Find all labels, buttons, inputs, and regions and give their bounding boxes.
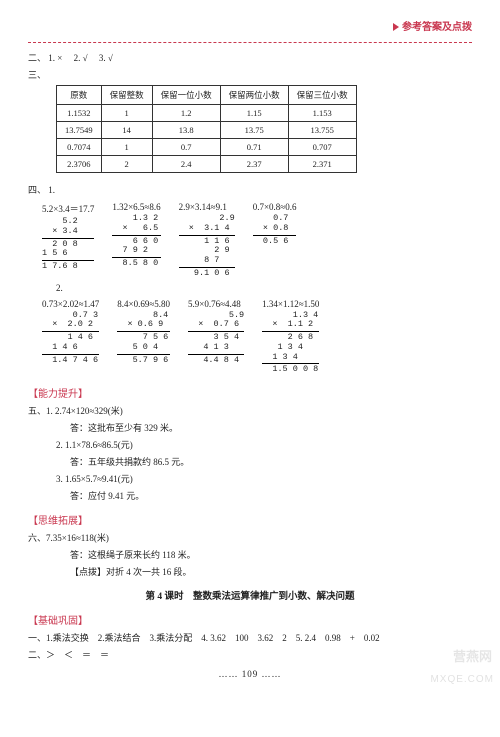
mult-label: 8.4×0.69≈5.80 [117, 299, 170, 309]
mult-row-2: 0.73×2.02≈1.47 0.7 3 × 2.0 2 1 4 6 1 4 6… [42, 299, 472, 376]
ability-line: 2. 1.1×78.6≈86.5(元) [56, 438, 472, 451]
mult-block: 5.9 × 0.7 6 3 5 4 4 1 3 4.4 8 4 [188, 311, 244, 366]
header-title-text: 参考答案及点拨 [402, 22, 472, 33]
sec3-prefix: 三、 [28, 70, 46, 80]
mult-block: 1.3 2 × 6.5 6 6 0 7 9 2 8.5 8 0 [112, 214, 160, 269]
think-line: 答：这根绳子原来长约 118 米。 [70, 548, 472, 561]
sec2-item: 1. × [48, 53, 62, 63]
watermark: MXQE.COM [430, 674, 494, 685]
mult-block: 8.4 × 0.6 9 7 5 6 5 0 4 5.7 9 6 [117, 311, 170, 366]
th: 保留三位小数 [288, 86, 356, 105]
section-2: 二、 1. × 2. √ 3. √ [28, 51, 472, 64]
ability-tag: 【能力提升】 [28, 385, 472, 400]
mult-block: 0.7 3 × 2.0 2 1 4 6 1 4 6 1.4 7 4 6 [42, 311, 99, 366]
mult-label: 5.9×0.76≈4.48 [188, 299, 244, 309]
ability-line: 答：这批布至少有 329 米。 [70, 421, 472, 434]
mult-block: 5.2 × 3.4 2 0 81 5 61 7.6 8 [42, 217, 94, 272]
think-line: 【点拨】对折 4 次一共 16 段。 [70, 565, 472, 578]
table-row: 1.153211.21.151.153 [57, 105, 357, 122]
section-4: 四、 1. [28, 183, 472, 196]
mult-label: 2.9×3.14≈9.1 [179, 202, 235, 212]
ability-line: 答：应付 9.41 元。 [70, 489, 472, 502]
mult-row-1: 5.2×3.4＝17.7 5.2 × 3.4 2 0 81 5 61 7.6 8… [42, 202, 472, 279]
sec4-part2-label: 2. [56, 283, 63, 293]
base-line: 一、1.乘法交换 2.乘法结合 3.乘法分配 4. 3.62 100 3.62 … [28, 631, 472, 644]
divider [28, 42, 472, 43]
th: 保留两位小数 [220, 86, 288, 105]
base-tag: 【基础巩固】 [28, 612, 472, 627]
section-3-prefix: 三、 [28, 68, 472, 81]
sec4-part2: 2. [56, 283, 472, 293]
lesson-title: 第 4 课时 整数乘法运算律推广到小数、解决问题 [28, 588, 472, 602]
sec2-item: 3. √ [99, 53, 113, 63]
watermark: 营燕网 [453, 646, 492, 665]
think-line: 六、7.35×16≈118(米) [28, 531, 472, 544]
mult-block: 2.9 × 3.1 4 1 1 6 2 9 8 7 9.1 0 6 [179, 214, 235, 279]
th: 原数 [57, 86, 102, 105]
table-row: 2.370622.42.372.371 [57, 156, 357, 173]
th: 保留一位小数 [152, 86, 220, 105]
ability-line: 3. 1.65×5.7≈9.41(元) [56, 472, 472, 485]
mult-label: 0.73×2.02≈1.47 [42, 299, 99, 309]
sec2-item: 2. √ [74, 53, 88, 63]
table-row: 0.707410.70.710.707 [57, 139, 357, 156]
arrow-icon [393, 23, 399, 31]
rounding-table: 原数 保留整数 保留一位小数 保留两位小数 保留三位小数 1.153211.21… [56, 85, 357, 173]
table-header-row: 原数 保留整数 保留一位小数 保留两位小数 保留三位小数 [57, 86, 357, 105]
sec4-prefix: 四、 [28, 185, 46, 195]
sec2-prefix: 二、 [28, 53, 46, 63]
mult-block: 0.7 × 0.8 0.5 6 [253, 214, 297, 246]
mult-label: 1.34×1.12≈1.50 [262, 299, 319, 309]
header-title: 参考答案及点拨 [393, 18, 472, 33]
think-tag: 【思维拓展】 [28, 512, 472, 527]
mult-label: 0.7×0.8≈0.6 [253, 202, 297, 212]
th: 保留整数 [101, 86, 152, 105]
mult-label: 5.2×3.4＝17.7 [42, 202, 94, 215]
ability-line: 五、1. 2.74×120≈329(米) [28, 404, 472, 417]
ability-line: 答：五年级共捐款约 86.5 元。 [70, 455, 472, 468]
base-line: 二、＞ ＜ ＝ ＝ [28, 648, 472, 661]
sec4-part1-label: 1. [48, 185, 55, 195]
table-row: 13.75491413.813.7513.755 [57, 122, 357, 139]
mult-block: 1.3 4 × 1.1 2 2 6 8 1 3 4 1 3 4 1.5 0 0 … [262, 311, 319, 376]
page-number: …… 109 …… [28, 669, 472, 679]
mult-label: 1.32×6.5≈8.6 [112, 202, 160, 212]
